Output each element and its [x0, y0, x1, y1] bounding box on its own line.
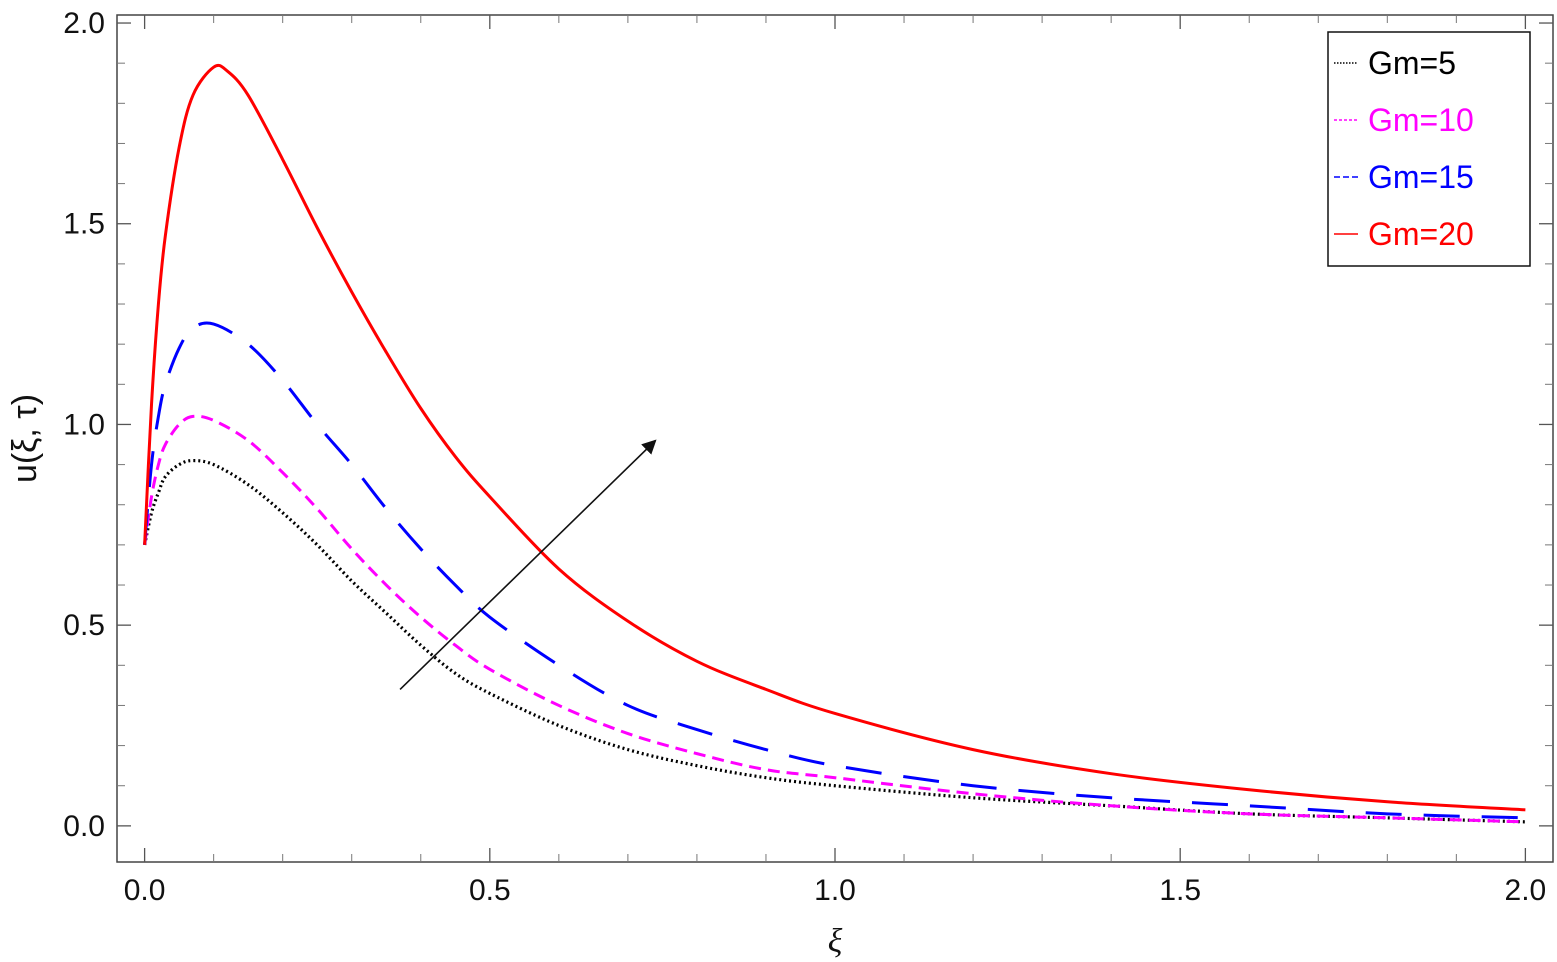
axis-ticks	[117, 15, 1553, 862]
y-tick-labels: 0.0 0.5 1.0 1.5 2.0	[63, 7, 105, 843]
series-line-gm-20	[143, 63, 1526, 812]
legend-label-gm-5: Gm=5	[1368, 45, 1456, 81]
series-line-gm-10	[143, 414, 1526, 824]
x-tick-label: 0.0	[124, 874, 166, 907]
legend-label-gm-10: Gm=10	[1368, 102, 1474, 138]
y-tick-label: 0.0	[63, 810, 105, 843]
trend-arrow	[399, 439, 657, 690]
y-tick-label: 1.5	[63, 208, 105, 241]
x-tick-label: 2.0	[1505, 874, 1547, 907]
x-tick-label: 1.0	[814, 874, 856, 907]
y-tick-label: 1.0	[63, 408, 105, 441]
series-line-gm-5	[143, 458, 1526, 824]
x-axis-label: ξ	[828, 923, 843, 960]
y-axis-label: u(ξ, τ)	[6, 394, 44, 483]
legend-label-gm-20: Gm=20	[1368, 216, 1474, 252]
legend-label-gm-15: Gm=15	[1368, 159, 1474, 195]
series-line-gm-15	[143, 321, 1526, 820]
legend-box	[1327, 31, 1531, 267]
y-tick-label: 2.0	[63, 7, 105, 40]
series-layer	[143, 63, 1526, 824]
legend: Gm=5 Gm=10 Gm=15 Gm=20	[1327, 31, 1531, 267]
y-tick-label: 0.5	[63, 609, 105, 642]
x-tick-label: 1.5	[1159, 874, 1201, 907]
x-tick-labels: 0.0 0.5 1.0 1.5 2.0	[124, 874, 1546, 907]
annotation-layer	[399, 439, 657, 690]
x-tick-label: 0.5	[469, 874, 511, 907]
